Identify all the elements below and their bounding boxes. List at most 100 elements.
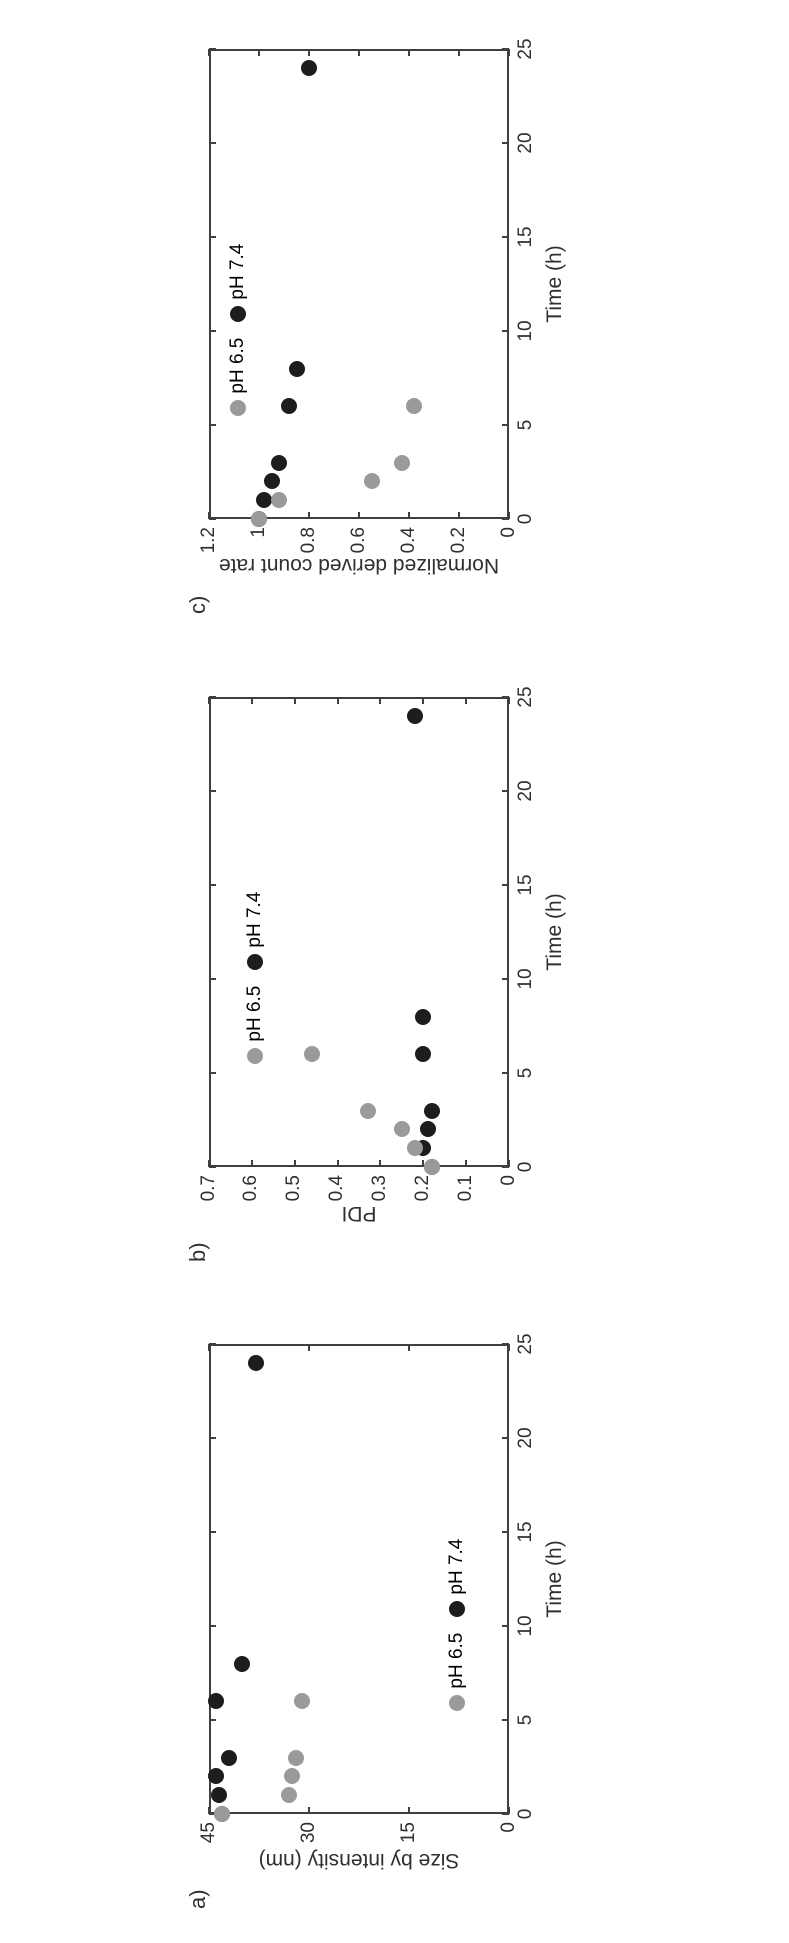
panel_b-xtick-top [209, 884, 216, 886]
panel_c-point [271, 454, 287, 470]
panel_c-ylabel: Normalized derived count rate [209, 553, 509, 577]
panel_c-ytick [458, 512, 460, 519]
panel_c-point [251, 511, 267, 527]
panel_b-xtick-top [209, 1072, 216, 1074]
panel_b-point [406, 707, 422, 723]
panel_b-ytick [465, 1160, 467, 1167]
panel_c-ytick [358, 512, 360, 519]
panel_b-ylabel: PDI [209, 1201, 509, 1225]
panel_a-xtick-top [209, 1625, 216, 1627]
panel_a-xtick-label: 10 [515, 1606, 537, 1646]
panel_c-ytick-label: 1 [247, 527, 269, 538]
legend-marker-icon [448, 1601, 464, 1617]
panel_b-ytick [379, 1160, 381, 1167]
legend-marker-icon [247, 1047, 263, 1063]
legend-label: pH 6.5 [244, 985, 266, 1041]
panel_a-point [287, 1750, 303, 1766]
legend-label: pH 6.5 [226, 337, 248, 393]
panel_a-ytick-label: 15 [397, 1822, 419, 1843]
legend-marker-icon [229, 399, 245, 415]
panel_b-xtick [502, 1072, 509, 1074]
panel_b-ytick-label: 0 [497, 1175, 519, 1186]
panel_a-xtick-top [209, 1531, 216, 1533]
panel_b-point [415, 1008, 431, 1024]
panel_b-ytick [336, 1160, 338, 1167]
panel_b-wrap: b)051015202500.10.20.30.40.50.60.7Time (… [191, 682, 599, 1262]
panel_b-panel-label: b) [185, 1242, 211, 1262]
panel_c-xtick [502, 142, 509, 144]
panel_b-point [406, 1140, 422, 1156]
panel_b-ytick [250, 1160, 252, 1167]
panel_a-xtick-label: 15 [515, 1512, 537, 1552]
panel_c-xtick-top [209, 236, 216, 238]
panel_b-xtick [502, 978, 509, 980]
panel_c-legend: pH 6.5pH 7.4 [226, 233, 248, 415]
panel_c-xtick [502, 424, 509, 426]
panel_b-ytick-label: 0.5 [283, 1175, 305, 1201]
panel_b-ytick [293, 1160, 295, 1167]
panel_a-xtick [502, 1437, 509, 1439]
panel_c-ytick-right [308, 49, 310, 56]
panel_c-ytick-right [208, 49, 210, 56]
panel_c-xlabel: Time (h) [543, 49, 567, 519]
panel_b-point [303, 1046, 319, 1062]
panel_b-point [419, 1121, 435, 1137]
panel_c-xtick-label: 20 [515, 123, 537, 163]
panel_b-ytick-right [422, 697, 424, 704]
panel_b-xtick-label: 10 [515, 959, 537, 999]
panel_b-ytick-label: 0.2 [411, 1175, 433, 1201]
panel_c-ytick-label: 0.2 [447, 527, 469, 553]
panel_c-xtick-top [209, 142, 216, 144]
panel_a-ytick-label: 0 [497, 1822, 519, 1833]
legend-label: pH 6.5 [445, 1633, 467, 1689]
panel_c-ytick [508, 512, 510, 519]
panel_b-ytick-right [379, 697, 381, 704]
panel_a-xtick [502, 1719, 509, 1721]
panel_a-point [247, 1355, 263, 1371]
panel_a-ytick-right [508, 1344, 510, 1351]
panel_a-ytick [508, 1807, 510, 1814]
panel_b-ytick-label: 0.4 [326, 1175, 348, 1201]
panel_b-ytick-label: 0.6 [240, 1175, 262, 1201]
panel_a-xtick-top [209, 1437, 216, 1439]
legend-label: pH 7.4 [244, 891, 266, 947]
panel_b-ytick-right [250, 697, 252, 704]
panel_b-xtick-label: 25 [515, 677, 537, 717]
panel_c-ytick [308, 512, 310, 519]
panel_c-xtick-top [209, 330, 216, 332]
panel_c-xtick-label: 25 [515, 29, 537, 69]
panel_b-ytick [208, 1160, 210, 1167]
panel_c-ytick-right [408, 49, 410, 56]
panel_b-ytick [508, 1160, 510, 1167]
panel_b-ytick-right [208, 697, 210, 704]
panel_b-ytick-label: 0.1 [454, 1175, 476, 1201]
panel_c-ytick-label: 0.8 [297, 527, 319, 553]
panel_c-ytick-right [508, 49, 510, 56]
legend-marker-icon [229, 305, 245, 321]
panel_c-wrap: c)051015202500.20.40.60.811.2Time (h)Nor… [191, 34, 599, 614]
panel_a-legend: pH 6.5pH 7.4 [445, 1529, 467, 1711]
legend-marker-icon [448, 1695, 464, 1711]
panel_b-xtick-top [209, 790, 216, 792]
panel_c-xtick [502, 330, 509, 332]
panel_a-xlabel: Time (h) [543, 1344, 567, 1814]
panel_b-xtick-label: 20 [515, 771, 537, 811]
panel_c-point [288, 360, 304, 376]
panel_a-point [221, 1750, 237, 1766]
legend-marker-icon [247, 953, 263, 969]
panel_c-point [301, 60, 317, 76]
panel_b-ytick-right [293, 697, 295, 704]
panel_a-xtick [502, 1531, 509, 1533]
panel_a-point [214, 1806, 230, 1822]
panel_a-xtick-label: 5 [515, 1700, 537, 1740]
panel_a-ytick-label: 45 [197, 1822, 219, 1843]
panel_b-ytick-right [508, 697, 510, 704]
panel_b-xtick [502, 790, 509, 792]
panel_c-ytick-right [458, 49, 460, 56]
panel_a-ytick [408, 1807, 410, 1814]
panel_a-wrap: a)05101520250153045Time (h)Size by inten… [191, 1329, 599, 1909]
panel_c-xtick-label: 10 [515, 311, 537, 351]
panel_a-point [211, 1787, 227, 1803]
panel_c-ytick-label: 0.6 [347, 527, 369, 553]
panel_a-xtick-top [209, 1719, 216, 1721]
